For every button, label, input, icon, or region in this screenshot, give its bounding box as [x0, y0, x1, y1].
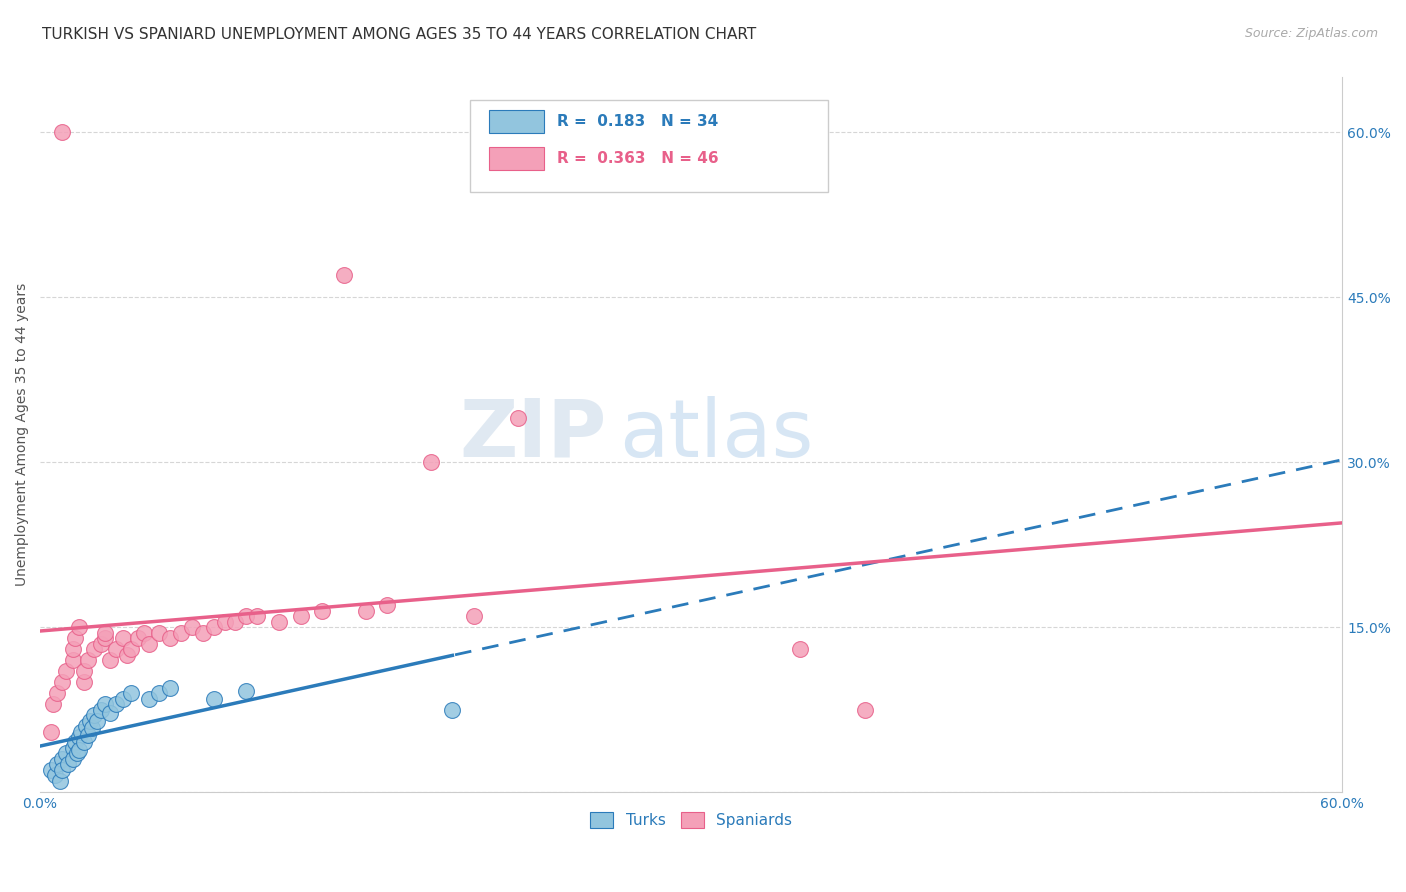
Point: [83, 642, 105, 657]
Point: [506, 411, 529, 425]
Point: [94, 625, 117, 640]
Point: [42, 697, 65, 711]
Point: [55, 664, 77, 678]
Point: [138, 636, 160, 650]
Point: [72, 675, 94, 690]
Point: [375, 598, 398, 612]
Point: [853, 702, 876, 716]
Point: [159, 681, 181, 695]
Point: [120, 686, 142, 700]
Point: [224, 615, 246, 629]
Point: [441, 702, 464, 716]
Point: [90, 636, 112, 650]
Text: TURKISH VS SPANIARD UNEMPLOYMENT AMONG AGES 35 TO 44 YEARS CORRELATION CHART: TURKISH VS SPANIARD UNEMPLOYMENT AMONG A…: [42, 27, 756, 42]
FancyBboxPatch shape: [470, 100, 828, 192]
Point: [62, 741, 84, 756]
Point: [235, 683, 257, 698]
Text: R =  0.183   N = 34: R = 0.183 N = 34: [557, 114, 718, 129]
Point: [55, 747, 77, 761]
Point: [58, 757, 80, 772]
Point: [72, 735, 94, 749]
Point: [354, 604, 377, 618]
Point: [191, 625, 214, 640]
Point: [267, 615, 290, 629]
Point: [67, 743, 90, 757]
Point: [83, 708, 105, 723]
Point: [48, 774, 70, 789]
Point: [98, 706, 121, 720]
Point: [94, 697, 117, 711]
Point: [419, 455, 441, 469]
Point: [90, 702, 112, 716]
Point: [105, 697, 128, 711]
Point: [148, 625, 170, 640]
Point: [76, 653, 98, 667]
Point: [75, 719, 97, 733]
Point: [51, 125, 73, 139]
Y-axis label: Unemployment Among Ages 35 to 44 years: Unemployment Among Ages 35 to 44 years: [15, 283, 30, 586]
Point: [170, 625, 193, 640]
Point: [202, 620, 225, 634]
Point: [67, 620, 90, 634]
Point: [214, 615, 236, 629]
Point: [138, 691, 160, 706]
Point: [62, 653, 84, 667]
Point: [51, 763, 73, 777]
Point: [76, 728, 98, 742]
Point: [120, 642, 142, 657]
FancyBboxPatch shape: [489, 147, 544, 170]
Text: atlas: atlas: [620, 396, 814, 474]
Point: [463, 609, 485, 624]
Point: [82, 721, 104, 735]
Point: [111, 691, 134, 706]
Text: ZIP: ZIP: [460, 396, 606, 474]
FancyBboxPatch shape: [489, 111, 544, 133]
Point: [127, 631, 149, 645]
Point: [67, 730, 90, 744]
Point: [70, 724, 93, 739]
Point: [44, 768, 66, 782]
Point: [333, 268, 356, 283]
Point: [62, 642, 84, 657]
Point: [105, 642, 128, 657]
Point: [66, 747, 89, 761]
Point: [115, 648, 138, 662]
Point: [235, 609, 257, 624]
Point: [290, 609, 312, 624]
Point: [86, 714, 108, 728]
Point: [148, 686, 170, 700]
Point: [39, 724, 62, 739]
Text: Source: ZipAtlas.com: Source: ZipAtlas.com: [1244, 27, 1378, 40]
Point: [62, 752, 84, 766]
Point: [111, 631, 134, 645]
Point: [72, 664, 94, 678]
Point: [98, 653, 121, 667]
Point: [79, 714, 101, 728]
Point: [202, 691, 225, 706]
Point: [46, 757, 69, 772]
Legend: Turks, Spaniards: Turks, Spaniards: [585, 806, 799, 834]
Point: [134, 625, 156, 640]
Point: [311, 604, 333, 618]
Text: R =  0.363   N = 46: R = 0.363 N = 46: [557, 152, 718, 167]
Point: [51, 752, 73, 766]
Point: [94, 631, 117, 645]
Point: [39, 763, 62, 777]
Point: [181, 620, 204, 634]
Point: [159, 631, 181, 645]
Point: [46, 686, 69, 700]
Point: [789, 642, 811, 657]
Point: [246, 609, 269, 624]
Point: [51, 675, 73, 690]
Point: [63, 631, 86, 645]
Point: [63, 735, 86, 749]
